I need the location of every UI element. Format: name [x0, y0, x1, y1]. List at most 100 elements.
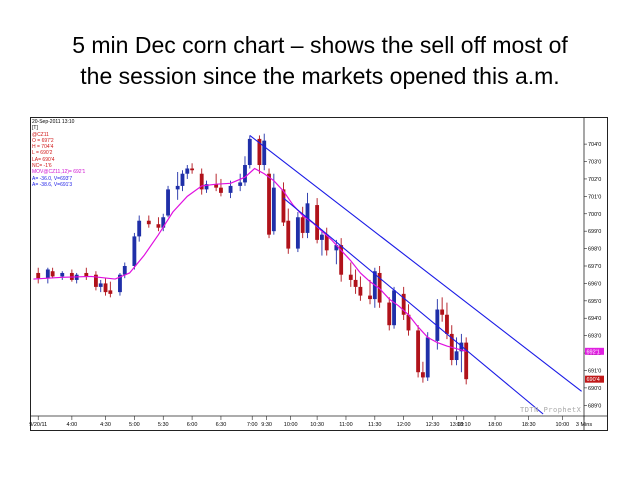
candle — [315, 198, 320, 244]
candle — [353, 269, 358, 294]
y-tick-label: 700'0 — [588, 212, 601, 218]
candle-body — [161, 217, 166, 228]
candle-body — [60, 272, 65, 277]
candle — [156, 217, 161, 232]
y-tick-label: 696'0 — [588, 281, 601, 287]
candle-body — [281, 189, 286, 223]
y-tick-label: 690'0 — [588, 386, 601, 392]
x-tick-label: 5:30 — [158, 422, 169, 428]
candle — [103, 278, 108, 296]
price-tag-last — [585, 375, 604, 383]
candle-body — [93, 274, 98, 287]
candle-body — [406, 314, 411, 331]
candle-body — [459, 342, 464, 352]
candle — [36, 267, 41, 284]
candle — [175, 171, 180, 200]
x-tick-label: 10:30 — [310, 422, 324, 428]
candle — [93, 271, 98, 291]
plot-area — [33, 133, 469, 385]
candle — [416, 325, 421, 378]
candle-body — [98, 283, 103, 287]
candle — [199, 168, 204, 195]
x-tick-label: 9:30 — [261, 422, 272, 428]
candle-body — [339, 245, 344, 275]
candle-body — [84, 272, 89, 277]
candle — [459, 333, 464, 373]
candle — [392, 286, 396, 329]
x-tick-label: 13:10 — [457, 422, 471, 428]
candle — [185, 165, 190, 179]
candle-body — [324, 234, 329, 251]
candle-body — [219, 187, 223, 193]
x-tick-label: 3 Mins — [576, 422, 592, 428]
candle-body — [392, 290, 396, 326]
candle — [50, 267, 55, 279]
candle-body — [137, 220, 142, 237]
candle — [406, 304, 411, 336]
candle-body — [368, 295, 372, 300]
candle — [445, 302, 449, 340]
candle — [137, 215, 142, 242]
candle-body — [190, 168, 195, 171]
candle — [132, 232, 137, 270]
candle — [98, 279, 103, 293]
candle — [281, 182, 286, 226]
candle — [190, 163, 195, 174]
y-tick-label: 694'0 — [588, 316, 601, 322]
candle-body — [454, 351, 459, 361]
slide-title-line-1: 5 min Dec corn chart – shows the sell of… — [72, 32, 568, 58]
candle-body — [243, 165, 247, 183]
candle-body — [420, 372, 425, 378]
candle-body — [267, 173, 271, 235]
candle — [161, 213, 166, 232]
candle-body — [348, 274, 353, 280]
candle-body — [45, 269, 50, 279]
candle — [305, 192, 310, 239]
candle — [425, 332, 430, 381]
candle-body — [416, 330, 421, 373]
candle-body — [122, 266, 127, 275]
y-tick-label: 702'0 — [588, 177, 601, 183]
candle-body — [320, 234, 324, 240]
y-tick-label: 693'0 — [588, 334, 601, 340]
candle-body — [103, 283, 108, 293]
info-trendline-2: A= -38.6, V=691'3 — [32, 181, 73, 188]
x-tick-label: 4:30 — [100, 422, 111, 428]
candle-body — [247, 138, 252, 166]
candle-body — [50, 271, 55, 277]
moving-average-line — [33, 167, 467, 352]
candle-body — [175, 185, 180, 190]
candle-body — [401, 293, 406, 315]
candle — [300, 206, 305, 239]
candle — [420, 361, 425, 383]
x-tick-label: 7:00 — [247, 422, 258, 428]
candle-body — [204, 184, 209, 190]
candle — [84, 267, 89, 280]
candle — [401, 286, 406, 320]
y-tick-label: 689'0 — [588, 403, 601, 409]
candle-body — [440, 309, 445, 315]
candle-body — [315, 205, 320, 240]
candle — [334, 239, 339, 265]
y-tick-label: 704'0 — [588, 142, 601, 148]
candle — [219, 178, 223, 197]
candle-body — [358, 286, 363, 296]
x-tick-label: 12:30 — [426, 422, 440, 428]
candle-body — [214, 184, 219, 188]
x-tick-label: 12:00 — [397, 422, 411, 428]
candle — [74, 272, 79, 284]
candle — [166, 185, 170, 218]
info-bracket: [T] — [32, 125, 38, 132]
candle-body — [425, 337, 430, 378]
y-tick-label: 695'0 — [588, 299, 601, 305]
candle-body — [464, 342, 469, 380]
candle — [267, 168, 271, 239]
candle — [368, 279, 372, 305]
candle-body — [166, 189, 170, 216]
candle — [214, 173, 219, 192]
x-tick-label: 13:00 — [450, 422, 464, 428]
x-tick-label: 4:00 — [67, 422, 78, 428]
candle-body — [146, 220, 151, 225]
candle-body — [353, 279, 358, 287]
